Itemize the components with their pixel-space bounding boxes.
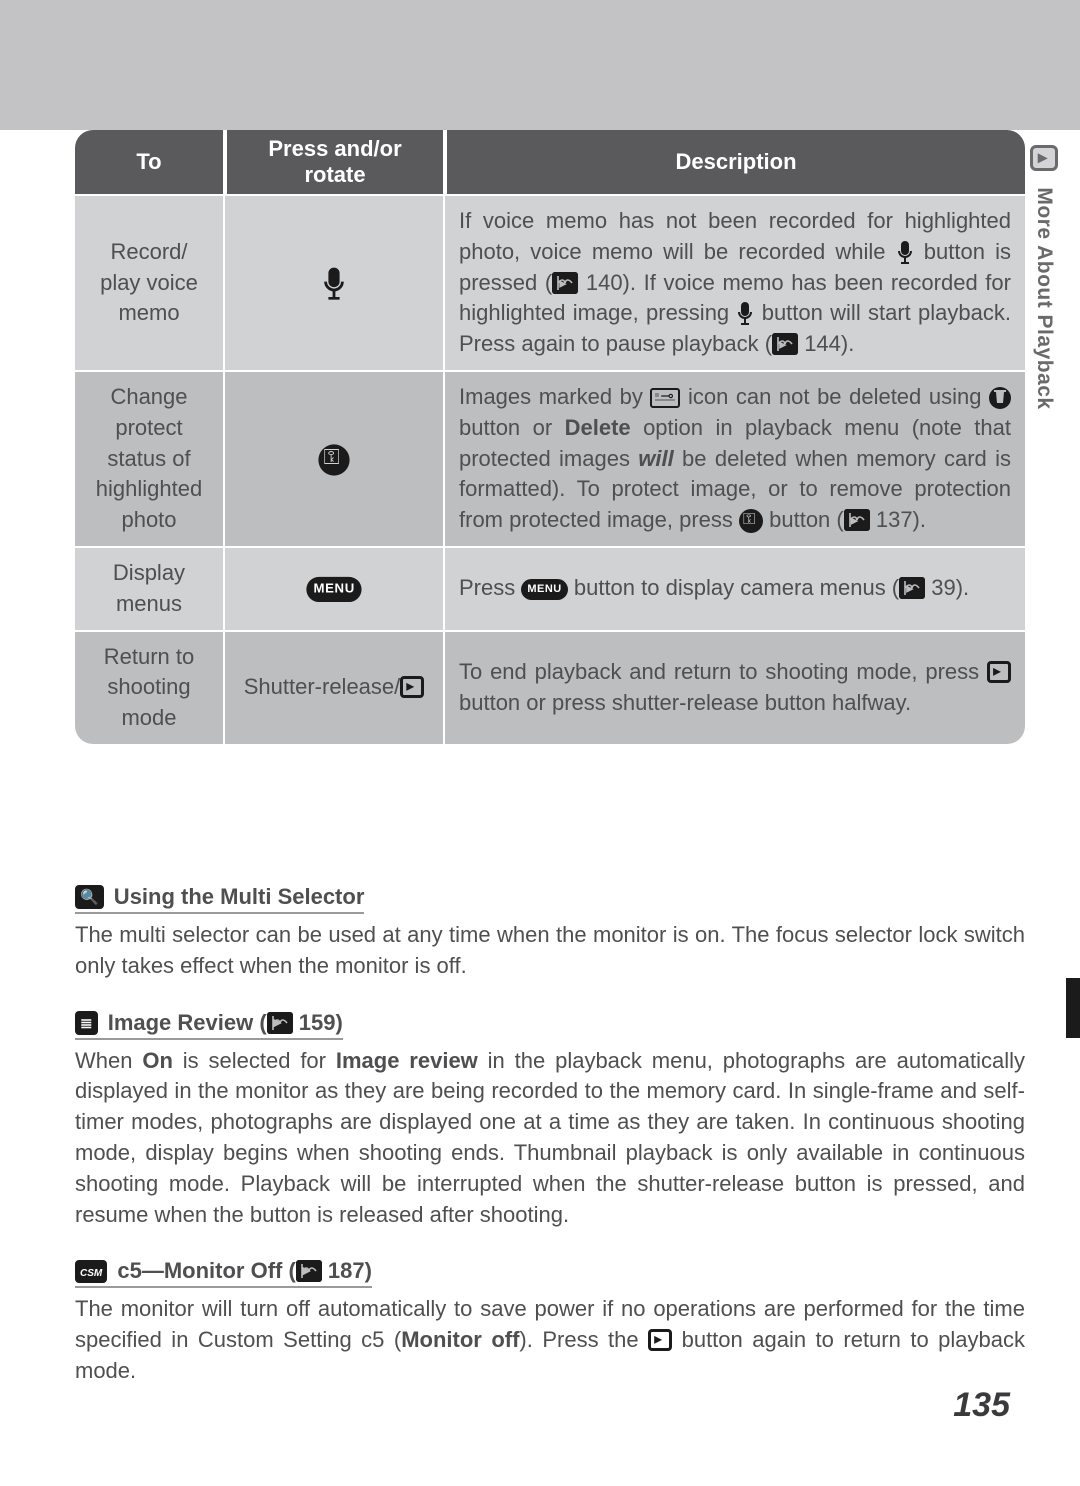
protect-key-icon: [739, 509, 763, 533]
delete-trash-icon: [989, 387, 1011, 409]
note-body: The multi selector can be used at any ti…: [75, 920, 1025, 982]
protect-key-icon: [318, 444, 349, 475]
cell-to: Displaymenus: [75, 546, 225, 630]
manual-page: More About Playback To Press and/or rota…: [0, 0, 1080, 1455]
top-margin-bar: [0, 0, 1080, 130]
note-heading: CSM c5—Monitor Off ( 187): [75, 1258, 372, 1288]
col-desc: Description: [445, 130, 1025, 194]
page-reference-icon: [267, 1012, 293, 1034]
note: CSM c5—Monitor Off ( 187) The monitor wil…: [75, 1258, 1025, 1386]
table-row: Changeprotectstatus ofhighlightedphoto Im…: [75, 370, 1025, 546]
page-reference-icon: [772, 333, 798, 355]
cell-to: Record/play voicememo: [75, 194, 225, 370]
note: ≣ Image Review ( 159) When On is selected…: [75, 1010, 1025, 1231]
notes-section: 🔍 Using the Multi Selector The multi sele…: [75, 884, 1025, 1387]
table-row: DisplaymenusMENUPress MENU button to dis…: [75, 546, 1025, 630]
page-reference-icon: [296, 1260, 322, 1282]
page-reference-icon: [552, 272, 578, 294]
protected-image-icon: [650, 388, 680, 408]
cell-press: [225, 370, 445, 546]
microphone-icon: [896, 240, 914, 264]
table-row: Return toshootingmodeShutter-release/To …: [75, 630, 1025, 744]
cell-press: [225, 194, 445, 370]
cell-to: Return toshootingmode: [75, 630, 225, 744]
cell-description: Press MENU button to display camera menu…: [445, 546, 1025, 630]
page-number: 135: [953, 1386, 1010, 1425]
col-press: Press and/or rotate: [225, 130, 445, 194]
playback-button-icon: [648, 1329, 672, 1351]
note-heading: 🔍 Using the Multi Selector: [75, 884, 364, 914]
thumb-index-tab: [1066, 978, 1080, 1038]
cell-press: MENU: [225, 546, 445, 630]
section-side-tab: More About Playback: [1030, 145, 1058, 410]
note-body: When On is selected for Image review in …: [75, 1046, 1025, 1231]
menu-button-icon: MENU: [306, 577, 362, 603]
page-reference-icon: [844, 509, 870, 531]
note-body: The monitor will turn off automatically …: [75, 1294, 1025, 1386]
col-to: To: [75, 130, 225, 194]
controls-table: To Press and/or rotate Description Recor…: [75, 130, 1025, 744]
cell-description: If voice memo has not been recorded for …: [445, 194, 1025, 370]
note-heading: ≣ Image Review ( 159): [75, 1010, 343, 1040]
playback-button-icon: [400, 676, 424, 698]
note: 🔍 Using the Multi Selector The multi sele…: [75, 884, 1025, 982]
cell-description: Images marked by icon can not be deleted…: [445, 370, 1025, 546]
cell-to: Changeprotectstatus ofhighlightedphoto: [75, 370, 225, 546]
microphone-icon: [736, 301, 754, 325]
csm-badge-icon: CSM: [75, 1260, 107, 1283]
list-badge-icon: ≣: [75, 1011, 98, 1035]
side-tab-label: More About Playback: [1033, 187, 1056, 409]
cell-description: To end playback and return to shooting m…: [445, 630, 1025, 744]
table-row: Record/play voicememo If voice memo has n…: [75, 194, 1025, 370]
playback-icon: [1030, 145, 1058, 171]
menu-button-icon: MENU: [521, 579, 567, 600]
playback-button-icon: [987, 661, 1011, 683]
page-content: To Press and/or rotate Description Recor…: [0, 130, 1080, 1455]
magnify-badge-icon: 🔍: [75, 885, 104, 909]
microphone-icon: [321, 266, 346, 300]
page-reference-icon: [899, 577, 925, 599]
cell-press: Shutter-release/: [225, 630, 445, 744]
